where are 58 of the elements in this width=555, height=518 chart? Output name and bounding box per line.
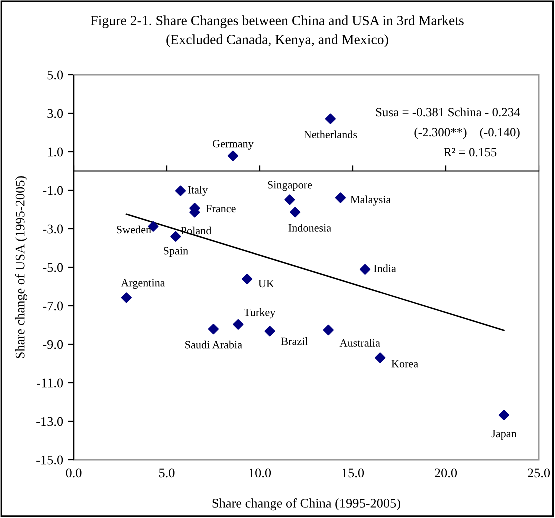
y-tick-label: -1.0	[43, 186, 64, 196]
y-tick-label: -13.0	[36, 417, 64, 426]
annotation: Susa = -0.381 Schina - 0.234	[376, 108, 520, 117]
x-axis-title: Share change of China (1995-2005)	[212, 498, 400, 511]
point	[170, 231, 182, 242]
y-tick-label: 3.0	[48, 109, 64, 118]
point	[284, 194, 296, 206]
annotation: Spain	[164, 247, 188, 258]
annotation: Indonesia	[288, 224, 332, 232]
annotation: Italy	[188, 186, 208, 196]
annotation: India	[374, 264, 396, 272]
y-tick-label: -7.0	[43, 302, 64, 311]
point	[375, 352, 386, 364]
annotation: France	[206, 205, 236, 213]
y-tick-label: -15.0	[36, 456, 64, 465]
point	[242, 274, 253, 285]
point	[323, 324, 334, 336]
point	[121, 292, 132, 304]
annotation: Sweden	[117, 226, 152, 234]
annotation: Germany	[213, 140, 254, 150]
x-tick-label: 20.0	[435, 468, 458, 478]
y-tick-label: -9.0	[43, 340, 64, 350]
annotation: Japan	[492, 430, 517, 440]
point	[208, 324, 219, 335]
point	[264, 326, 276, 337]
point	[335, 192, 346, 204]
annotation: Turkey	[244, 308, 276, 319]
x-tick-label: 10.0	[250, 468, 272, 478]
x-tick-label: 15.0	[342, 468, 364, 478]
annotation: Netherlands	[304, 130, 358, 139]
y-tick-label: -3.0	[43, 224, 64, 234]
y-tick-label: -11.0	[37, 378, 64, 388]
x-tick-label: 0.0	[66, 468, 82, 478]
annotation: UK	[258, 280, 274, 288]
annotation: (-2.300**) (-0.140)	[414, 128, 520, 140]
annotation: Australia	[340, 339, 380, 347]
x-tick-label: 25.0	[528, 468, 550, 478]
point	[233, 319, 244, 330]
point	[290, 207, 301, 218]
annotation: Saudi Arabia	[186, 340, 242, 349]
chart-subtitle: (Excluded Canada, Kenya, and Mexico)	[166, 34, 388, 48]
point	[325, 114, 336, 124]
annotation: Malaysia	[350, 196, 392, 206]
x-tick-label: 5.0	[160, 468, 175, 478]
chart-title: Figure 2-1. Share Changes between China and USA in 3rd Markets	[91, 16, 464, 28]
annotation: Argentina	[121, 279, 166, 290]
y-axis-title: Share change of USA (1995-2005)	[15, 176, 28, 358]
annotation: Singapore	[268, 181, 312, 192]
annotation: Brazil	[281, 337, 308, 346]
y-tick-label: 1.0	[48, 148, 64, 157]
annotation: R² = 0.155	[444, 148, 497, 157]
y-tick-label: 5.0	[48, 70, 64, 80]
y-tick-label: -5.0	[43, 263, 64, 272]
point	[498, 410, 510, 421]
point	[228, 150, 239, 162]
point	[175, 186, 186, 196]
point	[360, 264, 371, 275]
annotation: Korea	[392, 360, 418, 368]
